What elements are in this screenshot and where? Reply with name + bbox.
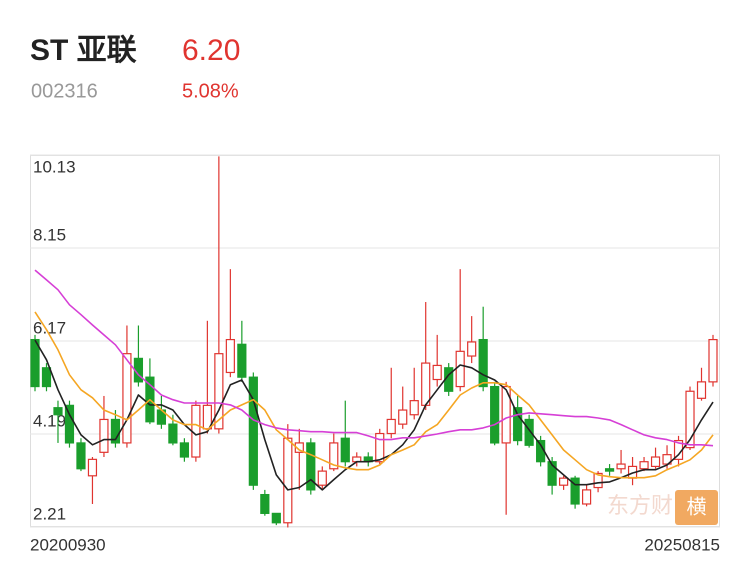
candle-body bbox=[708, 338, 718, 383]
moving-average-line bbox=[34, 269, 714, 447]
candle-body bbox=[696, 381, 707, 399]
candle-body bbox=[237, 343, 247, 378]
candle-body bbox=[398, 409, 408, 425]
candle-body bbox=[685, 390, 695, 449]
candle-body bbox=[501, 385, 511, 444]
candle-body bbox=[248, 376, 258, 486]
candle-body bbox=[179, 442, 189, 458]
candle-body bbox=[616, 463, 626, 470]
candle-body bbox=[191, 404, 201, 458]
candle-body bbox=[53, 407, 63, 416]
candle-body bbox=[432, 364, 442, 381]
stock-code: 002316 bbox=[31, 80, 98, 102]
y-tick-label: 10.13 bbox=[33, 157, 76, 176]
candle-body bbox=[513, 407, 523, 442]
candle-body bbox=[650, 456, 661, 468]
candle-body bbox=[375, 432, 385, 463]
candle-body bbox=[99, 418, 109, 453]
candle-body bbox=[421, 362, 431, 406]
candle-body bbox=[225, 338, 235, 374]
candle-body bbox=[409, 400, 419, 416]
candle-body bbox=[570, 477, 580, 505]
candle-body bbox=[271, 512, 281, 524]
candle-body bbox=[87, 458, 98, 477]
candle-body bbox=[283, 437, 293, 524]
candle-body bbox=[306, 442, 316, 491]
candle-body bbox=[168, 423, 178, 444]
stock-price: 6.20 bbox=[182, 34, 240, 67]
candle-body bbox=[593, 472, 603, 489]
candle-body bbox=[455, 350, 465, 388]
x-tick-label: 20250815 bbox=[644, 535, 720, 554]
candle-body bbox=[581, 489, 592, 505]
candle-body bbox=[490, 385, 500, 444]
candle-body bbox=[260, 493, 270, 514]
candle-body bbox=[317, 470, 327, 486]
candle-body bbox=[294, 442, 304, 453]
y-tick-label: 2.21 bbox=[33, 504, 66, 523]
stock-name: ST 亚联 bbox=[30, 34, 137, 67]
moving-average-line bbox=[34, 339, 714, 491]
x-tick-label: 20200930 bbox=[30, 535, 106, 554]
candle-body bbox=[76, 442, 86, 470]
y-tick-label: 8.15 bbox=[33, 225, 66, 244]
candle-body bbox=[41, 367, 52, 388]
orientation-button-label[interactable]: 横 bbox=[687, 495, 707, 518]
candle-body bbox=[524, 418, 534, 446]
candle-body bbox=[639, 461, 649, 470]
candle-body bbox=[386, 418, 396, 435]
orientation-button[interactable] bbox=[675, 490, 718, 525]
candle-body bbox=[122, 353, 132, 444]
candle-body bbox=[340, 437, 350, 463]
candle-body bbox=[547, 461, 557, 486]
y-tick-label: 6.17 bbox=[33, 318, 66, 337]
candle-body bbox=[604, 468, 615, 472]
candle-body bbox=[467, 341, 477, 357]
candle-body bbox=[559, 477, 569, 486]
candle-body bbox=[478, 338, 488, 388]
candle-body bbox=[30, 338, 40, 388]
candle-body bbox=[329, 442, 339, 470]
stock-change: 5.08% bbox=[182, 80, 239, 102]
candle-body bbox=[64, 404, 75, 444]
moving-average-line bbox=[34, 311, 714, 479]
watermark: 东方财 bbox=[607, 493, 673, 518]
candle-body bbox=[214, 353, 224, 430]
